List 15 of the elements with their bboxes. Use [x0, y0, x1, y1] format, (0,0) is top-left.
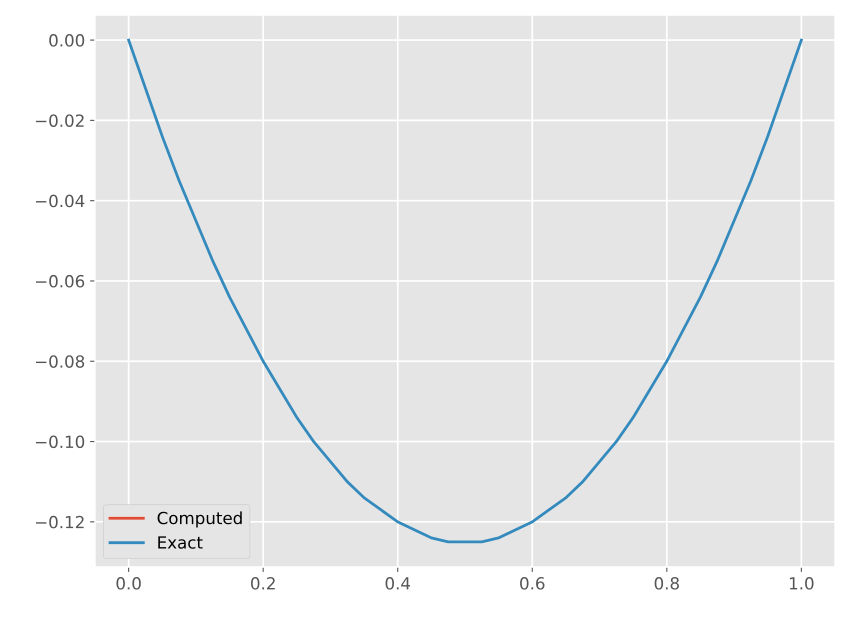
x-tick-label: 1.0: [790, 577, 814, 590]
legend-label: Computed: [158, 511, 242, 528]
y-tick-label: −0.08: [36, 355, 84, 368]
y-tick-label: 0.00: [49, 34, 84, 47]
x-tick-label: 0.6: [520, 577, 544, 590]
y-tick-label: −0.10: [36, 436, 84, 448]
y-tick-label: −0.04: [36, 194, 84, 208]
y-tick-label: −0.02: [36, 114, 84, 127]
x-tick-label: 0.2: [251, 577, 275, 590]
x-tick-label: 0.8: [654, 577, 679, 590]
y-tick-label: −0.06: [36, 274, 84, 288]
y-tick-label: −0.12: [36, 516, 84, 528]
x-tick-label: 0.0: [116, 577, 141, 590]
legend-label: Exact: [158, 536, 203, 549]
x-tick-label: 0.4: [386, 577, 410, 590]
